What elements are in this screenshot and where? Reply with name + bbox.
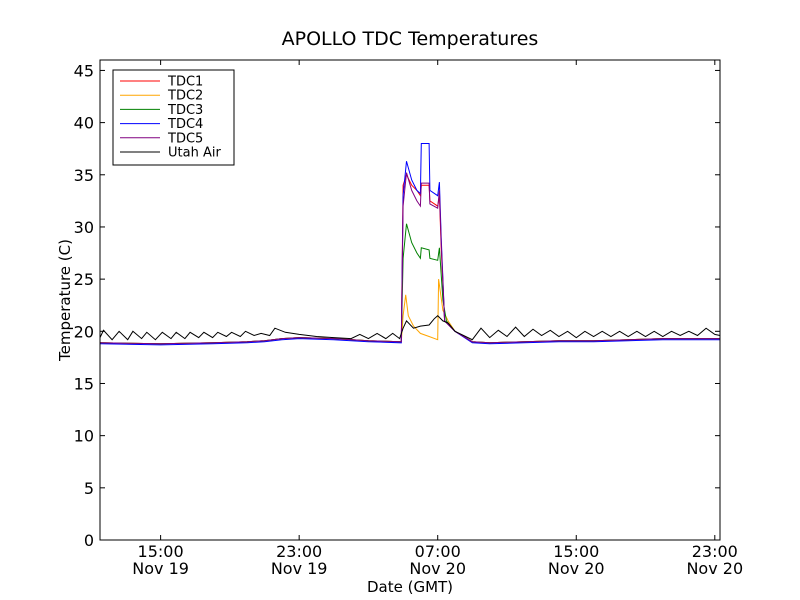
series-line-tdc5	[99, 172, 720, 345]
x-tick-time-label: 15:00	[138, 542, 184, 561]
x-tick-date-label: Nov 19	[132, 559, 189, 578]
y-tick-label: 45	[74, 61, 94, 80]
x-tick-date-label: Nov 20	[409, 559, 466, 578]
y-axis: 0 5 10 15 20 25 30 35 40 45	[74, 61, 720, 550]
series-line-utah-air	[99, 315, 721, 341]
y-tick-label: 30	[74, 218, 94, 237]
series-line-tdc4	[99, 143, 720, 346]
legend-label: TDC2	[167, 89, 203, 104]
legend-box	[112, 69, 235, 166]
y-tick-label: 25	[74, 270, 94, 289]
legend-label: TDC3	[167, 103, 203, 118]
y-tick-label: 5	[84, 479, 94, 498]
legend-label: TDC4	[167, 117, 203, 132]
y-tick-label: 15	[74, 374, 94, 393]
x-tick-date-label: Nov 20	[548, 559, 605, 578]
legend-label: TDC1	[167, 75, 203, 90]
y-axis-label: Temperature (C)	[56, 239, 74, 362]
x-tick-date-label: Nov 20	[686, 559, 743, 578]
y-tick-label: 40	[74, 114, 94, 133]
x-axis-label: Date (GMT)	[367, 578, 453, 596]
x-tick-time-label: 23:00	[276, 542, 322, 561]
x-tick-time-label: 15:00	[553, 542, 599, 561]
y-tick-label: 0	[84, 531, 94, 550]
y-tick-label: 20	[74, 322, 94, 341]
legend-label: Utah Air	[168, 146, 221, 161]
x-tick-time-label: 07:00	[415, 542, 461, 561]
legend-label: TDC5	[167, 131, 203, 146]
x-tick-date-label: Nov 19	[271, 559, 328, 578]
y-tick-label: 35	[74, 166, 94, 185]
y-tick-label: 10	[74, 427, 94, 446]
series-layer	[99, 143, 721, 346]
x-tick-time-label: 23:00	[692, 542, 738, 561]
plot-area-frame	[99, 59, 721, 541]
chart-title: APOLLO TDC Temperatures	[282, 28, 539, 50]
